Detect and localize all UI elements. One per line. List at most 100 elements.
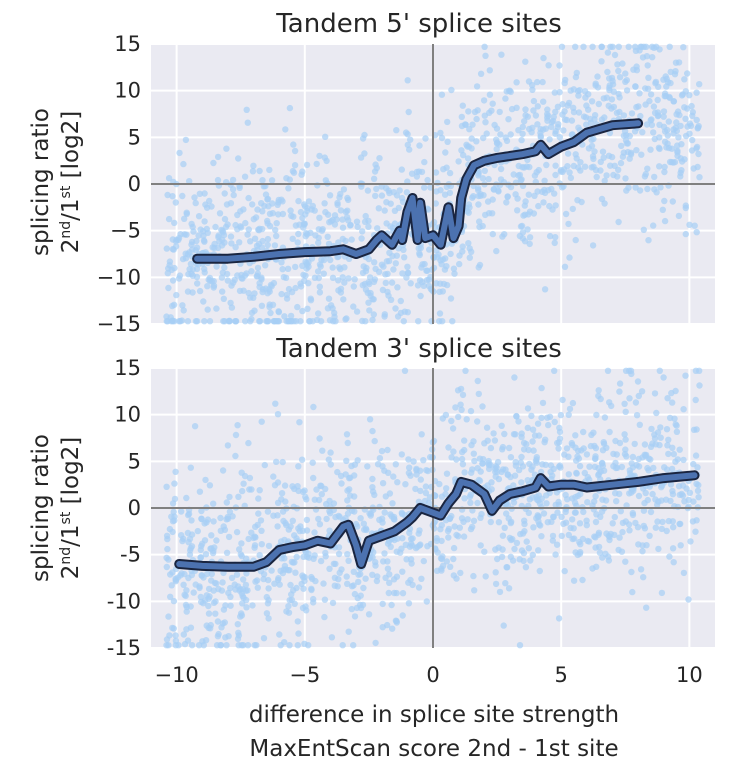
scatter-point bbox=[415, 318, 422, 325]
scatter-point bbox=[494, 555, 501, 563]
scatter-point bbox=[295, 197, 302, 205]
scatter-point bbox=[351, 493, 358, 500]
scatter-point bbox=[640, 226, 647, 233]
scatter-point bbox=[264, 235, 272, 243]
scatter-point bbox=[413, 173, 421, 180]
scatter-point bbox=[658, 525, 665, 533]
scatter-point bbox=[341, 279, 348, 286]
scatter-point bbox=[529, 438, 536, 445]
panel-title: Tandem 5' splice sites bbox=[275, 9, 562, 39]
scatter-point bbox=[288, 558, 296, 566]
scatter-point bbox=[642, 43, 650, 50]
scatter-point bbox=[546, 232, 554, 240]
scatter-point bbox=[210, 284, 217, 291]
scatter-point bbox=[612, 437, 619, 445]
scatter-point bbox=[427, 453, 434, 461]
scatter-point bbox=[497, 131, 504, 138]
scatter-point bbox=[343, 315, 350, 322]
scatter-point bbox=[340, 296, 347, 303]
scatter-point bbox=[291, 147, 299, 155]
scatter-point bbox=[309, 459, 316, 466]
scatter-point bbox=[628, 568, 635, 576]
scatter-point bbox=[521, 118, 528, 125]
scatter-point bbox=[316, 289, 324, 296]
scatter-point bbox=[267, 281, 275, 289]
scatter-point bbox=[540, 54, 547, 62]
scatter-point bbox=[173, 291, 180, 299]
scatter-point bbox=[566, 254, 573, 261]
scatter-point bbox=[689, 518, 697, 525]
scatter-point bbox=[198, 515, 205, 523]
scatter-point bbox=[258, 200, 265, 207]
scatter-point bbox=[608, 105, 615, 112]
scatter-point bbox=[489, 230, 496, 238]
scatter-point bbox=[313, 486, 320, 493]
scatter-point bbox=[197, 593, 204, 601]
scatter-point bbox=[264, 241, 271, 249]
scatter-point bbox=[268, 177, 276, 184]
scatter-point bbox=[440, 166, 447, 173]
scatter-point bbox=[653, 409, 660, 417]
scatter-point bbox=[530, 210, 538, 217]
scatter-point bbox=[259, 208, 266, 215]
scatter-point bbox=[321, 613, 328, 621]
scatter-point bbox=[647, 146, 654, 153]
scatter-point bbox=[212, 610, 219, 617]
scatter-point bbox=[318, 256, 325, 263]
scatter-point bbox=[594, 84, 602, 91]
scatter-point bbox=[345, 275, 352, 282]
scatter-point bbox=[612, 464, 620, 472]
scatter-point bbox=[499, 233, 506, 240]
scatter-point bbox=[313, 160, 320, 168]
scatter-point bbox=[623, 87, 631, 94]
scatter-point bbox=[679, 482, 687, 489]
scatter-point bbox=[546, 136, 553, 143]
scatter-point bbox=[250, 162, 257, 169]
scatter-point bbox=[606, 428, 613, 436]
scatter-point bbox=[613, 498, 620, 505]
scatter-point bbox=[696, 81, 703, 88]
scatter-point bbox=[489, 196, 496, 203]
scatter-point bbox=[195, 213, 203, 220]
scatter-point bbox=[255, 495, 262, 502]
scatter-point bbox=[523, 538, 530, 545]
scatter-point bbox=[621, 127, 629, 135]
scatter-point bbox=[611, 531, 618, 539]
scatter-point bbox=[611, 51, 619, 59]
scatter-point bbox=[254, 206, 261, 213]
scatter-point bbox=[303, 265, 310, 272]
scatter-point bbox=[586, 463, 593, 470]
scatter-point bbox=[626, 155, 633, 162]
scatter-point bbox=[622, 175, 629, 182]
scatter-point bbox=[656, 121, 663, 128]
scatter-point bbox=[525, 545, 532, 552]
scatter-point bbox=[589, 43, 596, 50]
scatter-point bbox=[281, 536, 288, 544]
scatter-point bbox=[540, 199, 547, 206]
scatter-point bbox=[479, 460, 486, 467]
scatter-point bbox=[537, 129, 544, 137]
scatter-point bbox=[398, 194, 406, 202]
scatter-point bbox=[335, 277, 342, 284]
scatter-point bbox=[541, 177, 548, 184]
scatter-point bbox=[217, 514, 224, 522]
scatter-point bbox=[630, 66, 637, 73]
scatter-point bbox=[386, 571, 393, 578]
scatter-point bbox=[591, 498, 598, 505]
scatter-point bbox=[243, 604, 250, 611]
scatter-point bbox=[410, 458, 417, 465]
scatter-point bbox=[579, 535, 587, 543]
scatter-point bbox=[663, 527, 670, 535]
scatter-point bbox=[545, 187, 552, 194]
scatter-point bbox=[214, 153, 222, 161]
scatter-point bbox=[615, 166, 622, 173]
scatter-point bbox=[426, 246, 433, 253]
scatter-point bbox=[414, 543, 421, 551]
scatter-point bbox=[164, 545, 171, 553]
scatter-point bbox=[376, 503, 383, 511]
scatter-point bbox=[214, 618, 222, 625]
scatter-point bbox=[369, 427, 376, 435]
scatter-point bbox=[275, 318, 283, 325]
scatter-point bbox=[247, 318, 254, 325]
scatter-point bbox=[629, 511, 637, 519]
